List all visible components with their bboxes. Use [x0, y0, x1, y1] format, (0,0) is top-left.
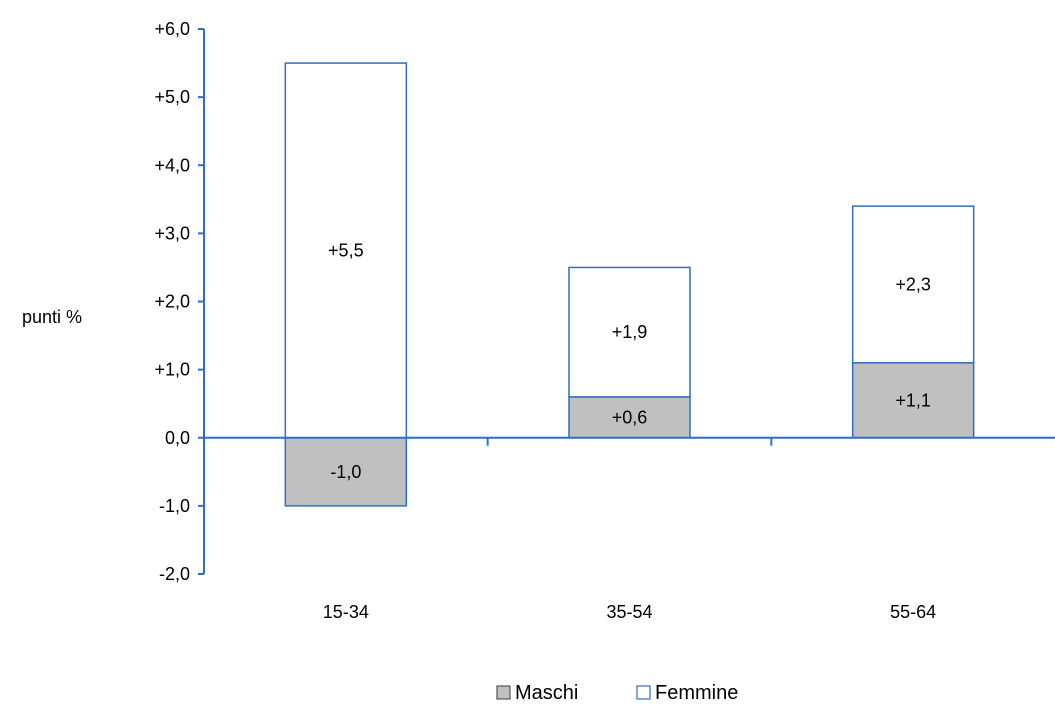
- bar-femmine-55-64: [851, 205, 975, 364]
- legend-swatch-maschi: [496, 685, 511, 700]
- x-tick-label-55-64: 55-64: [890, 602, 936, 622]
- y-tick-label-0,0: 0,0: [165, 428, 190, 448]
- data-label-maschi-35-54: +0,6: [612, 407, 648, 427]
- axes-layer: [198, 28, 1055, 575]
- x-tick-label-35-54: 35-54: [606, 602, 652, 622]
- data-label-femmine-55-64: +2,3: [895, 274, 931, 294]
- bar-femmine-35-54: [568, 266, 691, 398]
- y-axis-title: punti %: [22, 307, 82, 327]
- data-label-femmine-15-34: +5,5: [328, 240, 364, 260]
- legend-label-maschi: Maschi: [515, 682, 578, 704]
- labels-layer: -1,0 +5,5 15-34 +0,6 +1,9 35-54 +1,1 +2,3 55-64 +…: [154, 19, 936, 622]
- bar-maschi-15-34: [284, 437, 408, 507]
- y-tick-label-+1,0: +1,0: [154, 360, 190, 380]
- y-tick-label-+4,0: +4,0: [154, 155, 190, 175]
- x-tick-label-15-34: 15-34: [323, 602, 369, 622]
- data-label-maschi-55-64: +1,1: [895, 390, 931, 410]
- legend-label-femmine: Femmine: [655, 682, 738, 704]
- legend: Maschi Femmine: [496, 682, 738, 704]
- data-label-maschi-15-34: -1,0: [330, 462, 361, 482]
- data-label-femmine-35-54: +1,9: [612, 322, 648, 342]
- y-tick-label-+2,0: +2,0: [154, 292, 190, 312]
- y-tick-label--2,0: -2,0: [159, 564, 190, 584]
- y-tick-label-+6,0: +6,0: [154, 19, 190, 39]
- y-tick-label-+5,0: +5,0: [154, 87, 190, 107]
- bars-layer: [284, 62, 975, 507]
- y-tick-label--1,0: -1,0: [159, 496, 190, 516]
- bar-femmine-15-34: [284, 62, 408, 439]
- y-tick-label-+3,0: +3,0: [154, 223, 190, 243]
- legend-swatch-femmine: [636, 685, 651, 700]
